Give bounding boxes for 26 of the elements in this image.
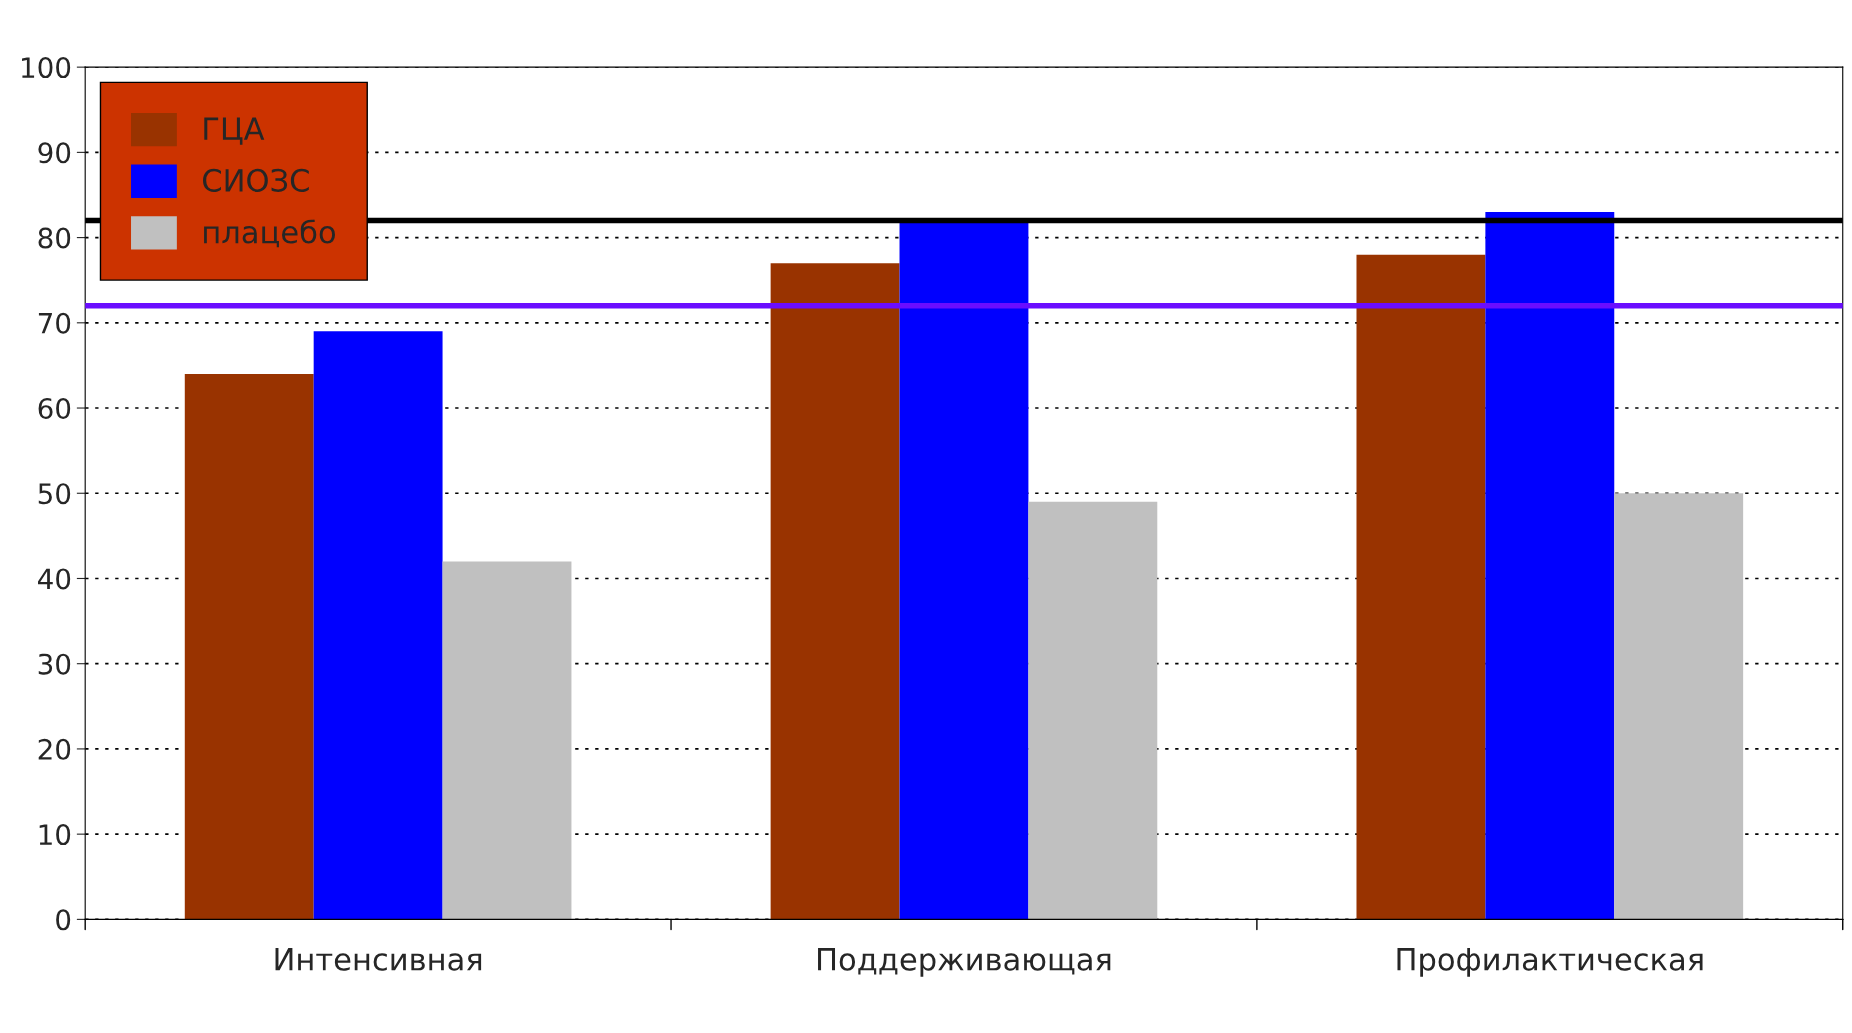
y-tick-label: 60 [38,397,71,419]
legend-label: плацебо [204,219,335,248]
x-tick-label: Профилактическая [1397,948,1703,977]
y-tick-label: 10 [39,824,71,846]
bar [184,373,314,920]
y-tick-label: 50 [38,483,71,505]
bar [1028,501,1158,920]
y-tick-label: 0 [56,909,71,931]
y-tick-label: 30 [38,653,71,675]
y-tick-label: 100 [22,57,71,79]
y-tick-label: 90 [38,142,71,164]
bar [899,220,1029,920]
bar [1356,254,1486,920]
legend-label: СИОЗС [203,168,309,192]
bar [1485,212,1615,920]
y-tick-label: 40 [38,568,71,590]
bar [313,331,443,920]
bar [1614,493,1744,920]
y-tick-label: 70 [38,312,71,334]
y-tick-label: 20 [38,738,71,760]
x-tick-label: Поддерживающая [818,948,1111,977]
bar [770,263,900,920]
bar [442,561,572,920]
y-tick-label: 80 [38,227,71,249]
x-tick-label: Интенсивная [275,948,482,971]
legend-label: ГЦА [204,117,265,145]
